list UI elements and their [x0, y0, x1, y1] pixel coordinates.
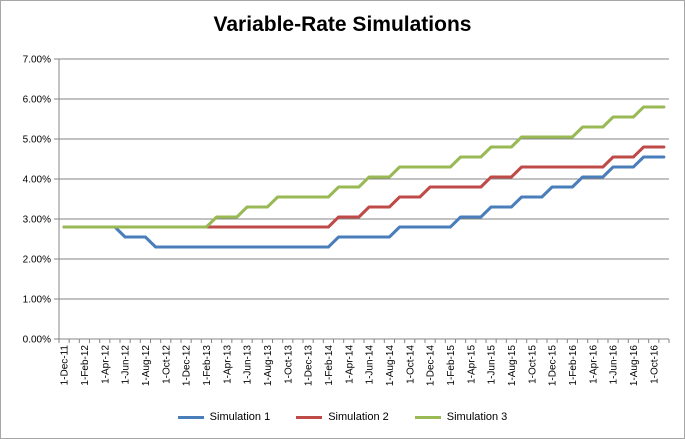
x-tick-label: 1-Apr-14: [344, 345, 355, 384]
series-line-simulation-1: [62, 155, 666, 249]
legend-swatch-simulation-2: [296, 415, 323, 419]
x-tick-label: 1-Jun-15: [487, 345, 498, 385]
x-tick-label: 1-Apr-12: [100, 345, 111, 384]
legend-item-simulation-1: Simulation 1: [177, 411, 271, 423]
x-tick-label: 1-Dec-15: [548, 345, 559, 387]
x-tick-label: 1-Jun-16: [609, 345, 620, 385]
x-tick-label: 1-Dec-11: [60, 345, 71, 386]
x-tick-label: 1-Feb-16: [568, 345, 579, 386]
x-tick-label: 1-Oct-14: [405, 345, 416, 384]
x-tick-label: 1-Aug-12: [141, 345, 152, 387]
axes: [54, 58, 670, 343]
x-tick-label: 1-Feb-12: [80, 345, 91, 386]
x-tick-label: 1-Dec-12: [182, 345, 193, 387]
y-tick-label: 4.00%: [23, 175, 51, 186]
chart-title: Variable-Rate Simulations: [213, 13, 472, 36]
x-tick-label: 1-Dec-14: [426, 345, 437, 387]
legend-item-simulation-3: Simulation 3: [414, 411, 508, 423]
x-tick-label: 1-Aug-13: [263, 345, 274, 387]
x-tick-label: 1-Jun-12: [121, 345, 132, 385]
y-tick-label: 1.00%: [23, 295, 51, 306]
x-tick-label: 1-Aug-16: [629, 345, 640, 387]
x-tick-label: 1-Apr-16: [588, 345, 599, 384]
y-tick-label: 6.00%: [23, 95, 51, 106]
y-tick-label: 7.00%: [23, 55, 51, 66]
x-tick-label: 1-Jun-13: [243, 345, 254, 385]
series-lines: [62, 105, 666, 249]
y-tick-labels: 0.00% 1.00% 2.00% 3.00% 4.00% 5.00% 6.00% 7.00%: [23, 55, 51, 346]
x-tick-label: 1-Dec-13: [304, 345, 315, 387]
x-tick-label: 1-Feb-14: [324, 345, 335, 386]
y-tick-label: 0.00%: [23, 335, 51, 346]
series-line-simulation-3: [62, 105, 666, 229]
gridlines: [59, 58, 669, 300]
x-tick-label: 1-Apr-13: [222, 345, 233, 384]
legend-swatch-simulation-1: [177, 415, 204, 419]
x-tick-label: 1-Feb-15: [446, 345, 457, 386]
x-tick-label: 1-Oct-15: [527, 345, 538, 384]
x-tick-label: 1-Oct-13: [283, 345, 294, 384]
y-tick-label: 3.00%: [23, 215, 51, 226]
x-tick-label: 1-Aug-15: [507, 345, 518, 387]
legend-item-simulation-2: Simulation 2: [296, 411, 389, 423]
x-tick-label: 1-Oct-16: [649, 345, 660, 384]
y-tick-label: 5.00%: [23, 135, 51, 146]
x-tick-labels: 1-Dec-11 1-Feb-12 1-Apr-12 1-Jun-12 1-Aug-12…: [60, 345, 661, 387]
legend-label-simulation-1: Simulation 1: [209, 411, 271, 423]
legend-swatch-simulation-3: [414, 415, 441, 419]
legend-label-simulation-3: Simulation 3: [446, 411, 508, 423]
x-tick-label: 1-Jun-14: [365, 345, 376, 385]
x-tick-label: 1-Feb-13: [202, 345, 213, 386]
legend-label-simulation-2: Simulation 2: [328, 411, 389, 423]
x-tick-label: 1-Aug-14: [385, 345, 396, 387]
legend: Simulation 1 Simulation 2 Simulation 3: [1, 411, 684, 423]
y-tick-label: 2.00%: [23, 255, 51, 266]
x-tick-label: 1-Apr-15: [466, 345, 477, 384]
x-tick-label: 1-Oct-12: [161, 345, 172, 384]
